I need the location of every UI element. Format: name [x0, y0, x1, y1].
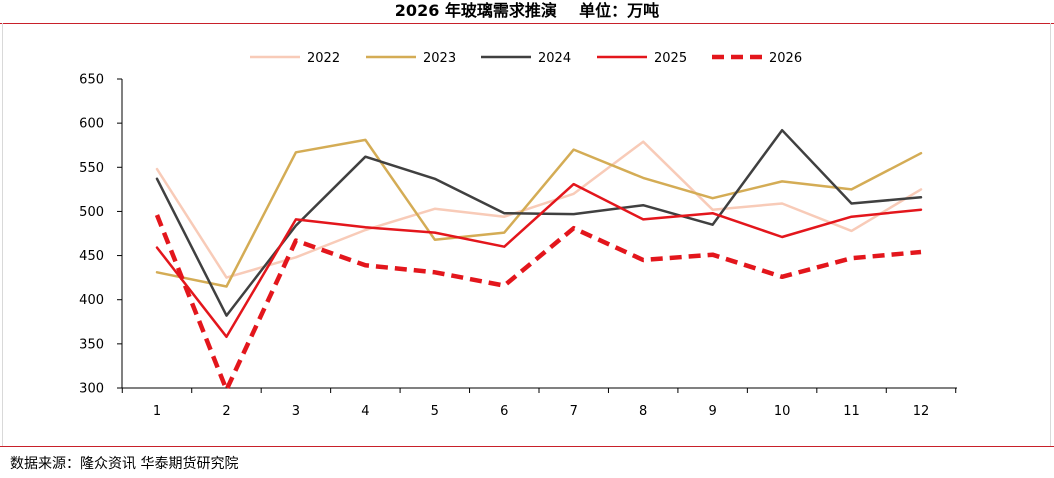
right-border	[1050, 23, 1051, 446]
y-tick-label: 550	[79, 161, 104, 176]
legend-label-2025: 2025	[654, 51, 687, 66]
x-tick-label: 7	[570, 404, 578, 419]
series-line-2026	[154, 214, 922, 393]
line-chart: 2022 2023 2024 2025 2026 300 350 400 450 500 550 6…	[79, 51, 957, 419]
y-tick-label: 350	[79, 337, 104, 352]
series-line-2024	[155, 128, 923, 317]
x-tick-label: 10	[774, 404, 791, 419]
y-tick-label: 600	[79, 117, 104, 132]
x-tick-label: 8	[639, 404, 647, 419]
source-note: 数据来源：隆众资讯 华泰期货研究院	[10, 456, 239, 472]
x-tick-label: 1	[153, 404, 161, 419]
series-line-2023	[155, 138, 923, 288]
series-line-2025	[155, 182, 923, 339]
top-divider	[0, 23, 1054, 24]
chart-title: 2026 年玻璃需求推演 单位：万吨	[394, 1, 660, 20]
legend: 2022 2023 2024 2025 2026	[250, 51, 802, 66]
legend-label-2023: 2023	[423, 51, 456, 66]
y-tick-label: 450	[79, 249, 104, 264]
left-border	[2, 23, 3, 446]
x-tick-label: 3	[292, 404, 300, 419]
x-tick-label: 2	[222, 404, 230, 419]
x-tick-label: 9	[708, 404, 716, 419]
legend-label-2022: 2022	[307, 51, 340, 66]
bottom-divider	[0, 446, 1054, 447]
legend-label-2026: 2026	[769, 51, 802, 66]
y-tick-label: 650	[79, 73, 104, 88]
y-tick-label: 400	[79, 293, 104, 308]
x-tick-label: 4	[361, 404, 369, 419]
y-tick-label: 300	[79, 382, 104, 397]
legend-label-2024: 2024	[538, 51, 571, 66]
y-tick-label: 500	[79, 205, 104, 220]
x-tick-label: 6	[500, 404, 508, 419]
x-tick-label: 12	[913, 404, 930, 419]
x-tick-label: 5	[431, 404, 439, 419]
x-tick-label: 11	[843, 404, 860, 419]
series-layer	[154, 128, 923, 393]
